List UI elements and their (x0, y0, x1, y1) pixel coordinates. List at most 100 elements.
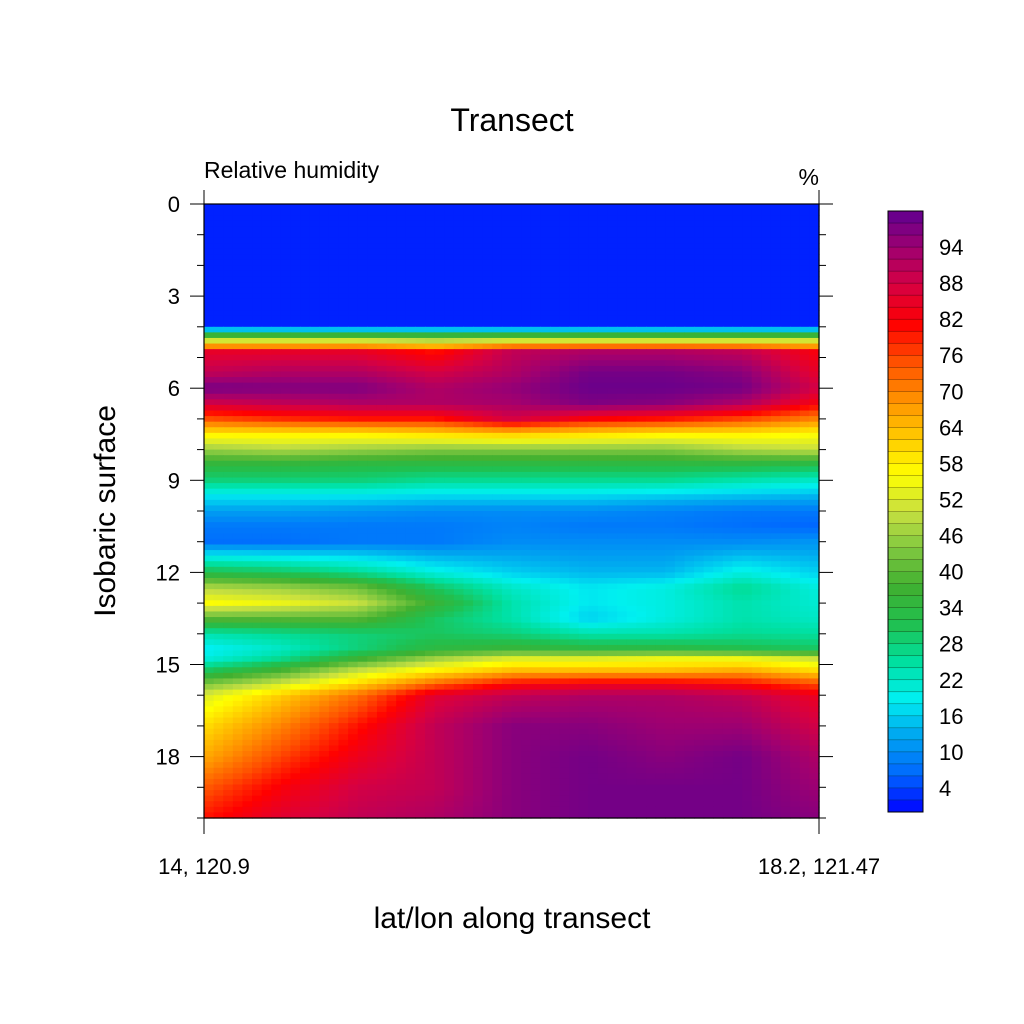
field-cell (742, 226, 753, 233)
field-cell (261, 594, 272, 601)
field-cell (742, 505, 753, 512)
field-cell (271, 377, 282, 384)
field-cell (742, 304, 753, 311)
field-cell (809, 499, 820, 507)
field-cell (338, 600, 349, 607)
field-cell (425, 315, 436, 322)
field-cell (300, 522, 311, 529)
field-cell (204, 566, 215, 573)
field-cell (232, 382, 244, 389)
field-cell (511, 315, 522, 322)
field-cell (790, 589, 801, 596)
field-cell (367, 471, 378, 479)
field-cell (732, 326, 743, 333)
field-cell (425, 220, 436, 227)
field-cell (338, 270, 349, 278)
field-cell (473, 566, 484, 573)
field-cell (569, 477, 580, 484)
field-cell (463, 265, 474, 272)
field-cell (597, 561, 609, 568)
field-cell (694, 471, 705, 479)
field-cell (232, 337, 244, 345)
field-cell (521, 633, 532, 640)
field-cell (780, 215, 791, 222)
field-cell (626, 511, 638, 518)
field-cell (713, 561, 724, 568)
field-cell (492, 315, 503, 322)
field-cell (674, 377, 686, 384)
field-cell (742, 287, 753, 294)
field-cell (521, 360, 532, 367)
field-cell (607, 566, 618, 573)
field-cell (530, 282, 541, 289)
field-cell (761, 432, 772, 440)
field-cell (290, 220, 301, 227)
field-cell (357, 337, 368, 345)
field-cell (770, 455, 782, 462)
field-cell (367, 522, 378, 529)
field-cell (367, 204, 378, 211)
field-cell (261, 388, 272, 395)
field-cell (636, 617, 647, 624)
field-cell (213, 527, 224, 534)
field-cell (578, 226, 589, 233)
field-cell (511, 583, 522, 590)
field-cell (626, 499, 638, 507)
field-cell (405, 254, 417, 261)
field-cell (376, 617, 388, 624)
field-cell (684, 594, 695, 601)
field-cell (357, 393, 368, 400)
field-cell (540, 438, 551, 445)
field-cell (280, 466, 292, 473)
field-cell (530, 527, 541, 534)
field-cell (396, 209, 407, 216)
field-cell (703, 276, 714, 283)
field-cell (540, 494, 551, 501)
field-cell (559, 605, 570, 613)
field-cell (761, 349, 772, 356)
field-cell (213, 265, 224, 272)
field-cell (617, 259, 628, 266)
field-cell (232, 499, 244, 507)
field-cell (319, 231, 330, 239)
field-cell (530, 259, 541, 266)
field-cell (223, 377, 234, 384)
field-cell (232, 538, 244, 546)
field-cell (204, 605, 215, 613)
field-cell (482, 544, 493, 551)
field-cell (425, 243, 436, 250)
field-cell (473, 477, 484, 484)
field-cell (290, 516, 301, 523)
field-cell (703, 511, 714, 518)
field-cell (386, 354, 397, 361)
field-cell (386, 483, 397, 490)
field-cell (367, 404, 378, 412)
field-cell (300, 377, 311, 384)
field-cell (204, 611, 215, 618)
field-cell (607, 477, 618, 484)
field-cell (646, 561, 657, 568)
field-cell (348, 594, 359, 601)
field-cell (684, 516, 695, 523)
field-cell (252, 371, 263, 378)
field-cell (223, 209, 234, 216)
field-cell (626, 377, 638, 384)
field-cell (780, 561, 791, 568)
field-cell (674, 365, 686, 373)
field-cell (338, 287, 349, 294)
field-cell (319, 572, 330, 579)
field-cell (300, 360, 311, 367)
field-cell (703, 410, 714, 417)
field-cell (626, 427, 638, 434)
field-cell (540, 243, 551, 250)
field-cell (261, 243, 272, 250)
field-cell (530, 483, 541, 490)
field-cell (540, 455, 551, 462)
field-cell (588, 231, 599, 239)
field-cell (376, 544, 388, 551)
field-cell (473, 287, 484, 294)
field-cell (732, 248, 743, 255)
field-cell (290, 298, 301, 306)
field-cell (232, 444, 244, 451)
field-cell (492, 527, 503, 534)
